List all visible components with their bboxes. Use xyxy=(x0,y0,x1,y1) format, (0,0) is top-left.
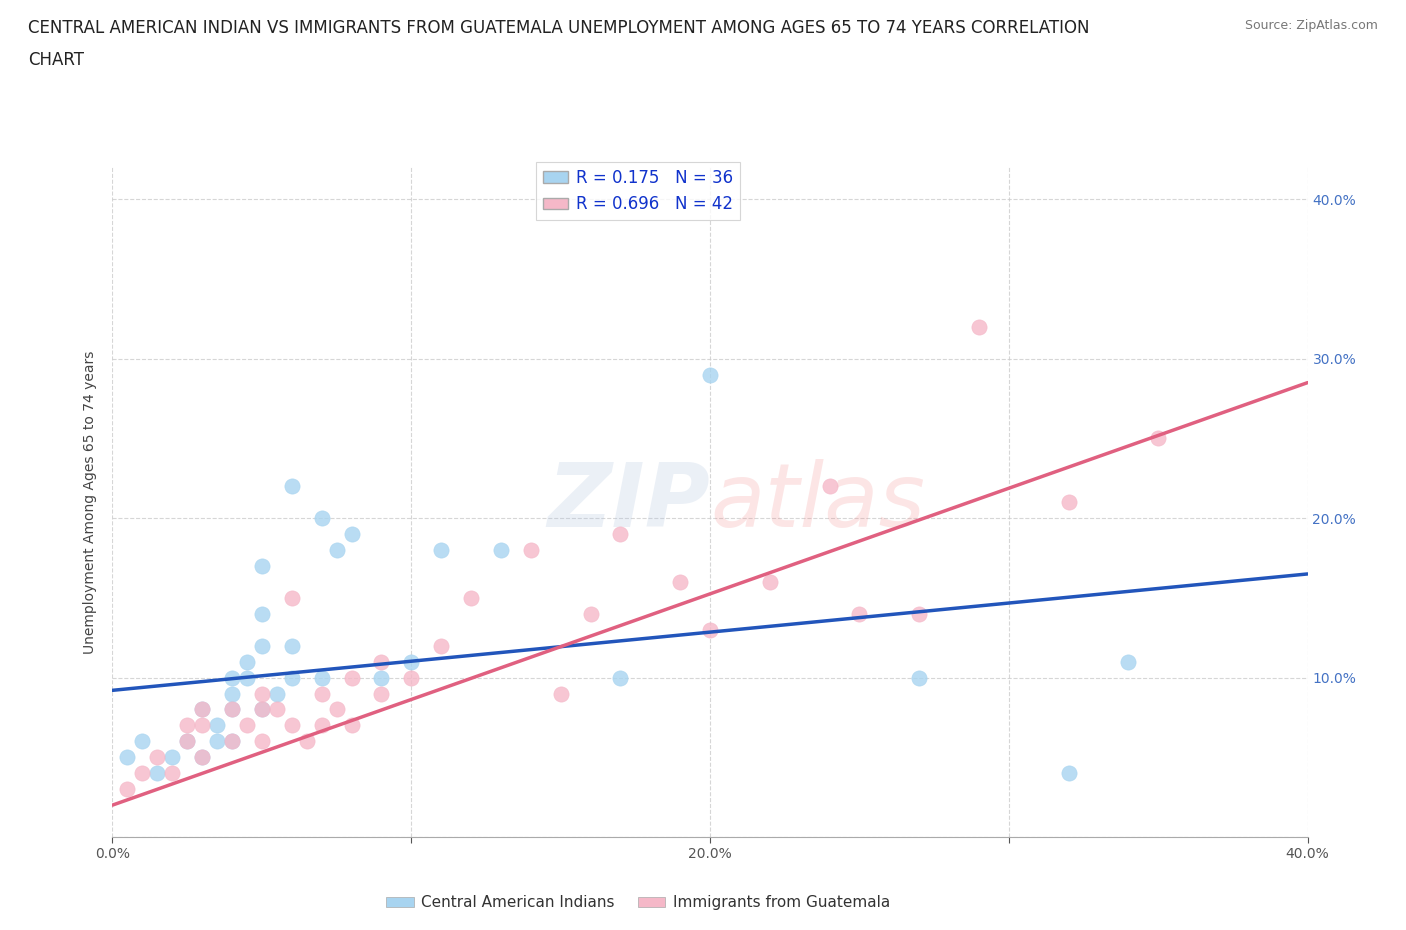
Point xyxy=(281,718,304,733)
Point xyxy=(325,542,347,557)
Point xyxy=(146,765,169,780)
Point xyxy=(370,686,392,701)
Point xyxy=(460,591,482,605)
Point xyxy=(370,654,392,669)
Point xyxy=(117,750,139,764)
Legend: Central American Indians, Immigrants from Guatemala: Central American Indians, Immigrants fro… xyxy=(380,889,897,916)
Point xyxy=(221,734,243,749)
Point xyxy=(609,526,631,541)
Point xyxy=(281,479,304,494)
Point xyxy=(325,702,347,717)
Point xyxy=(191,750,214,764)
Point xyxy=(489,542,512,557)
Point xyxy=(699,622,721,637)
Point xyxy=(266,686,288,701)
Point xyxy=(340,671,363,685)
Point xyxy=(401,671,423,685)
Point xyxy=(1057,765,1080,780)
Text: CHART: CHART xyxy=(28,51,84,69)
Text: CENTRAL AMERICAN INDIAN VS IMMIGRANTS FROM GUATEMALA UNEMPLOYMENT AMONG AGES 65 : CENTRAL AMERICAN INDIAN VS IMMIGRANTS FR… xyxy=(28,19,1090,36)
Text: atlas: atlas xyxy=(710,459,925,545)
Point xyxy=(967,319,990,334)
Point xyxy=(311,686,333,701)
Point xyxy=(430,542,453,557)
Point xyxy=(250,702,273,717)
Point xyxy=(250,559,273,574)
Point xyxy=(221,734,243,749)
Point xyxy=(236,718,259,733)
Point xyxy=(205,718,228,733)
Point xyxy=(1057,495,1080,510)
Point xyxy=(250,702,273,717)
Point xyxy=(236,654,259,669)
Point xyxy=(520,542,543,557)
Point xyxy=(131,734,153,749)
Point xyxy=(191,718,214,733)
Point xyxy=(162,750,183,764)
Point xyxy=(221,686,243,701)
Point xyxy=(236,671,259,685)
Text: ZIP: ZIP xyxy=(547,458,710,546)
Point xyxy=(250,638,273,653)
Point xyxy=(176,718,198,733)
Point xyxy=(176,734,198,749)
Point xyxy=(191,750,214,764)
Point xyxy=(818,479,841,494)
Point xyxy=(908,606,931,621)
Text: Source: ZipAtlas.com: Source: ZipAtlas.com xyxy=(1244,19,1378,32)
Point xyxy=(176,734,198,749)
Point xyxy=(430,638,453,653)
Point xyxy=(340,526,363,541)
Point xyxy=(205,734,228,749)
Point xyxy=(221,702,243,717)
Point xyxy=(699,367,721,382)
Point xyxy=(579,606,602,621)
Point xyxy=(250,606,273,621)
Point xyxy=(550,686,572,701)
Point xyxy=(221,702,243,717)
Y-axis label: Unemployment Among Ages 65 to 74 years: Unemployment Among Ages 65 to 74 years xyxy=(83,351,97,654)
Point xyxy=(191,702,214,717)
Point xyxy=(295,734,318,749)
Point xyxy=(908,671,931,685)
Point xyxy=(311,511,333,525)
Point xyxy=(131,765,153,780)
Point xyxy=(1147,431,1170,445)
Point xyxy=(191,702,214,717)
Point xyxy=(669,575,692,590)
Point xyxy=(1118,654,1140,669)
Point xyxy=(221,671,243,685)
Point xyxy=(609,671,631,685)
Point xyxy=(117,782,139,797)
Point xyxy=(281,638,304,653)
Point xyxy=(266,702,288,717)
Point xyxy=(162,765,183,780)
Point xyxy=(311,671,333,685)
Point xyxy=(146,750,169,764)
Point xyxy=(250,686,273,701)
Point xyxy=(281,591,304,605)
Point xyxy=(250,734,273,749)
Point xyxy=(370,671,392,685)
Point xyxy=(848,606,870,621)
Point xyxy=(281,671,304,685)
Point xyxy=(759,575,782,590)
Point xyxy=(311,718,333,733)
Point xyxy=(340,718,363,733)
Point xyxy=(401,654,423,669)
